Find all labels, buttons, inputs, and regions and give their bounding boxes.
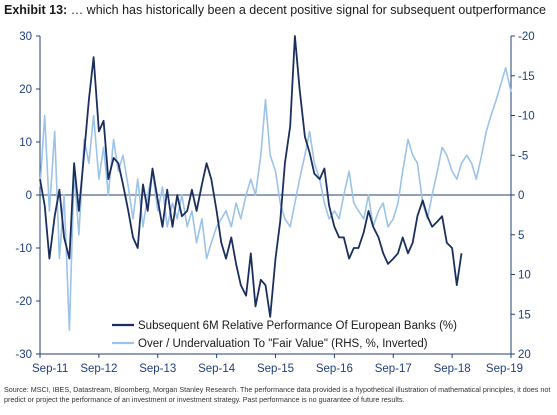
x-tick-label: Sep-15 <box>257 363 294 375</box>
y-left-tick-label: 30 <box>19 31 32 43</box>
source-note: Source: MSCI, IBES, Datastream, Bloomber… <box>4 385 551 404</box>
x-tick-label: Sep-14 <box>198 363 236 375</box>
x-tick-label: Sep-18 <box>434 363 471 375</box>
chart-lines <box>39 35 512 332</box>
exhibit-label: Exhibit 13: <box>4 3 68 17</box>
chart-svg: 30 20 10 0 -10 -20 -30 -20 -15 -10 -5 0 5 10 15 20 Sep-1… <box>15 31 534 375</box>
y-right-tick-label: -10 <box>518 111 535 123</box>
legend-label-relative-performance: Subsequent 6M Relative Performance Of Eu… <box>138 320 457 332</box>
y-right-tick-label: 10 <box>518 270 531 282</box>
title-text: … which has historically been a decent p… <box>67 3 546 17</box>
y-right-tick-label: 15 <box>518 309 531 321</box>
y-left-tick-label: -20 <box>15 296 32 308</box>
x-tick-label: Sep-19 <box>486 363 523 375</box>
chart-legend: Subsequent 6M Relative Performance Of Eu… <box>112 320 457 350</box>
y-right-tick-label: -15 <box>518 71 535 83</box>
x-tick-label: Sep-12 <box>80 363 117 375</box>
x-tick-label: Sep-17 <box>375 363 412 375</box>
series-valuation-line <box>39 67 512 332</box>
x-tick-label: Sep-11 <box>32 363 68 375</box>
x-tick-label: Sep-13 <box>139 363 176 375</box>
y-left-tick-label: 0 <box>26 190 32 202</box>
y-right-tick-label: 20 <box>518 349 531 361</box>
y-right-tick-label: -5 <box>518 150 528 162</box>
y-right-tick-label: -20 <box>518 31 535 43</box>
y-left-tick-label: 20 <box>19 84 32 96</box>
chart-title: Exhibit 13: … which has historically bee… <box>4 3 546 17</box>
y-left-tick-label: -10 <box>15 243 32 255</box>
y-right-tick-label: 5 <box>518 230 524 242</box>
legend-label-valuation: Over / Undervaluation To "Fair Value" (R… <box>138 338 428 350</box>
y-right-tick-label: 0 <box>518 190 524 202</box>
series-relative-performance-line <box>39 35 463 318</box>
y-left-tick-label: 10 <box>19 137 32 149</box>
y-left-tick-label: -30 <box>15 349 32 361</box>
x-tick-label: Sep-16 <box>316 363 353 375</box>
chart-axes: 30 20 10 0 -10 -20 -30 -20 -15 -10 -5 0 5 10 15 20 Sep-1… <box>15 31 534 375</box>
